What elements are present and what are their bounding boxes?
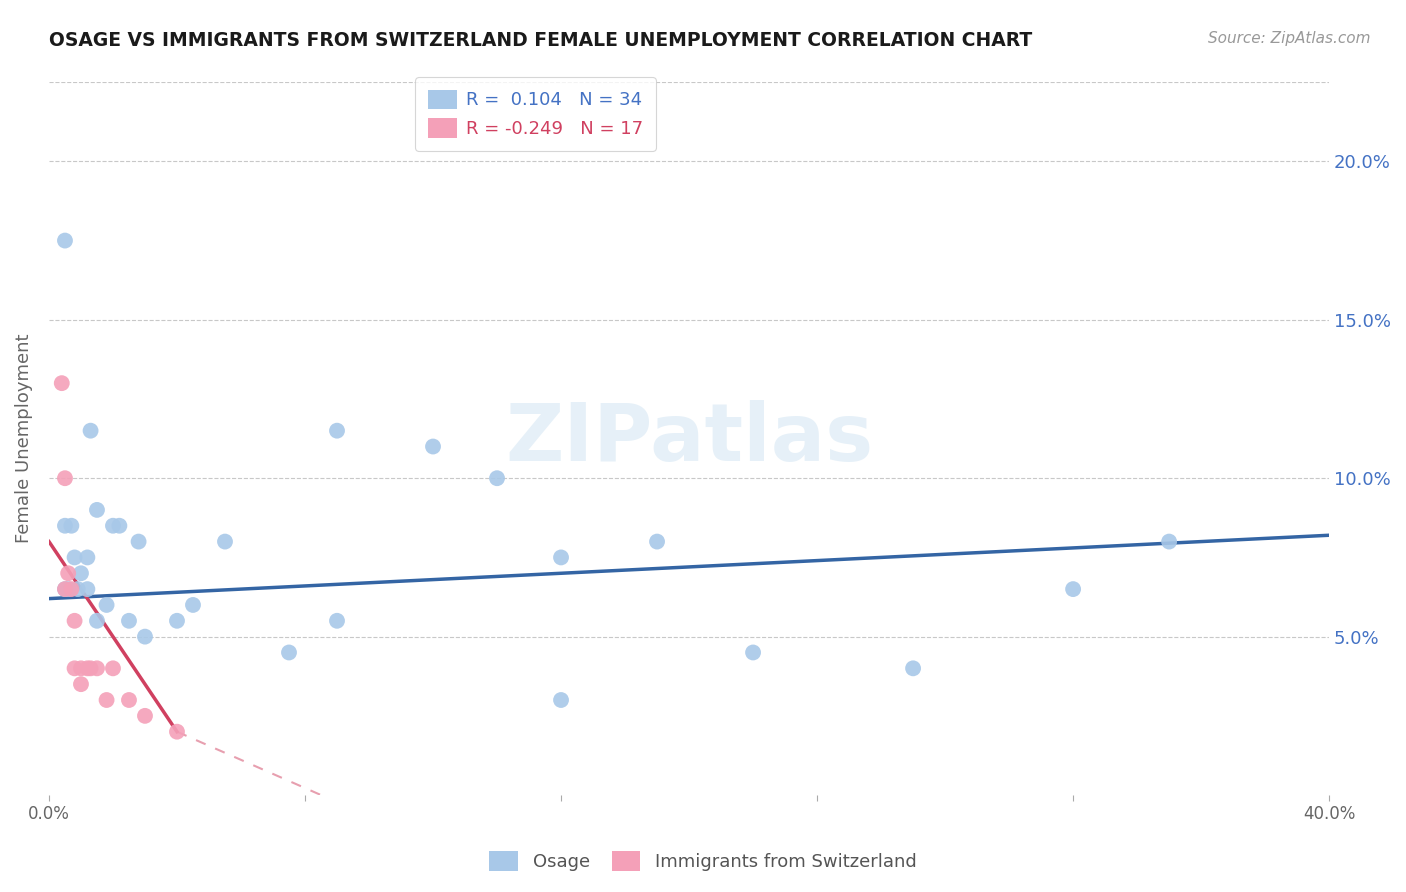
Point [70,566,93,581]
Point [181,598,204,612]
Point [76,550,98,565]
Point [63,550,86,565]
Point [166,724,188,739]
Point [422,440,444,454]
Point [1159,534,1181,549]
Point [101,518,124,533]
Point [53,234,76,248]
Point [645,534,668,549]
Point [56,582,79,596]
Text: OSAGE VS IMMIGRANTS FROM SWITZERLAND FEMALE UNEMPLOYMENT CORRELATION CHART: OSAGE VS IMMIGRANTS FROM SWITZERLAND FEM… [49,31,1032,50]
Point [53,582,76,596]
Point [166,614,188,628]
Point [86,661,108,675]
Point [51,376,73,391]
Legend: Osage, Immigrants from Switzerland: Osage, Immigrants from Switzerland [482,844,924,879]
Point [66,582,89,596]
Point [79,661,101,675]
Point [79,424,101,438]
Point [70,661,93,675]
Legend: R =  0.104   N = 34, R = -0.249   N = 17: R = 0.104 N = 34, R = -0.249 N = 17 [415,77,655,151]
Point [76,661,98,675]
Point [63,661,86,675]
Text: ZIPatlas: ZIPatlas [505,400,873,477]
Point [550,693,572,707]
Point [118,614,141,628]
Point [56,566,79,581]
Point [76,582,98,596]
Point [96,598,118,612]
Point [134,709,156,723]
Point [96,693,118,707]
Point [63,614,86,628]
Point [86,503,108,517]
Point [86,614,108,628]
Text: Source: ZipAtlas.com: Source: ZipAtlas.com [1208,31,1371,46]
Point [550,550,572,565]
Point [118,693,141,707]
Point [1062,582,1084,596]
Point [60,582,83,596]
Point [486,471,509,485]
Point [101,661,124,675]
Point [134,630,156,644]
Y-axis label: Female Unemployment: Female Unemployment [15,334,32,543]
Point [742,645,765,659]
Point [53,518,76,533]
Point [214,534,236,549]
Point [70,677,93,691]
Point [108,518,131,533]
Point [901,661,924,675]
Point [326,614,349,628]
Point [326,424,349,438]
Point [128,534,150,549]
Point [53,582,76,596]
Point [278,645,301,659]
Point [60,518,83,533]
Point [53,471,76,485]
